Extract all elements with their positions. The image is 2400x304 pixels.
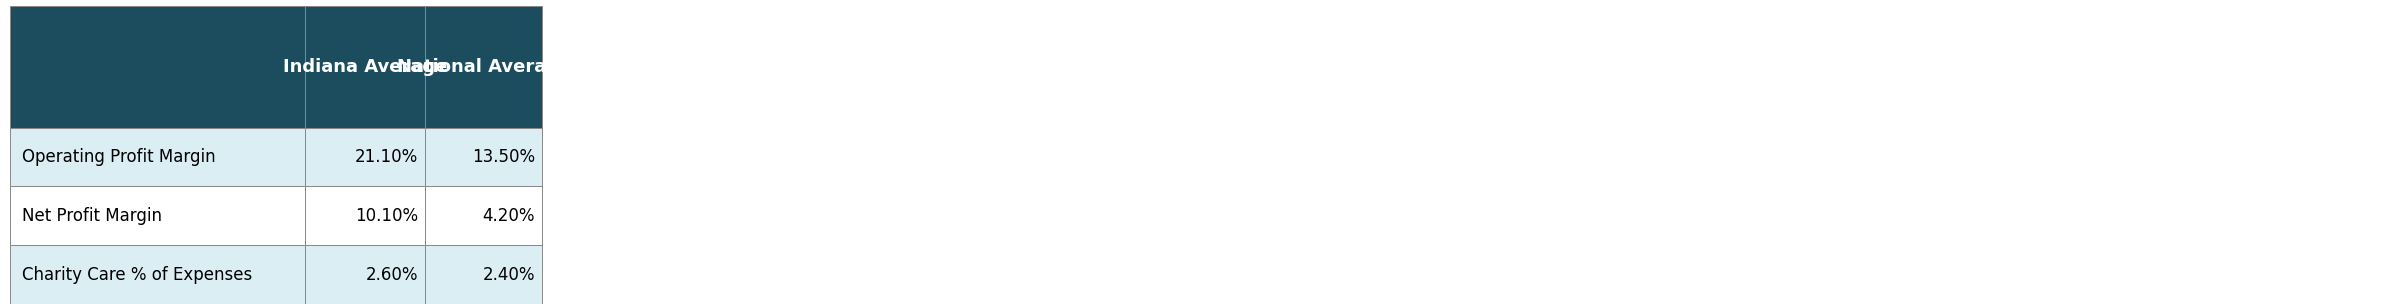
Text: 2.40%: 2.40%	[482, 266, 535, 284]
Text: Charity Care % of Expenses: Charity Care % of Expenses	[22, 266, 252, 284]
Text: 21.10%: 21.10%	[355, 148, 418, 166]
FancyBboxPatch shape	[425, 245, 542, 304]
FancyBboxPatch shape	[305, 186, 425, 245]
Text: 13.50%: 13.50%	[473, 148, 535, 166]
FancyBboxPatch shape	[10, 128, 305, 186]
FancyBboxPatch shape	[425, 6, 542, 128]
Text: 4.20%: 4.20%	[482, 207, 535, 225]
FancyBboxPatch shape	[425, 186, 542, 245]
Text: National Average: National Average	[396, 58, 571, 76]
Text: Operating Profit Margin: Operating Profit Margin	[22, 148, 216, 166]
FancyBboxPatch shape	[10, 6, 305, 128]
FancyBboxPatch shape	[425, 128, 542, 186]
FancyBboxPatch shape	[10, 186, 305, 245]
FancyBboxPatch shape	[305, 245, 425, 304]
Text: 2.60%: 2.60%	[365, 266, 418, 284]
Text: Indiana Average: Indiana Average	[283, 58, 446, 76]
FancyBboxPatch shape	[10, 245, 305, 304]
FancyBboxPatch shape	[305, 6, 425, 128]
FancyBboxPatch shape	[305, 128, 425, 186]
Text: 10.10%: 10.10%	[355, 207, 418, 225]
Text: Net Profit Margin: Net Profit Margin	[22, 207, 161, 225]
